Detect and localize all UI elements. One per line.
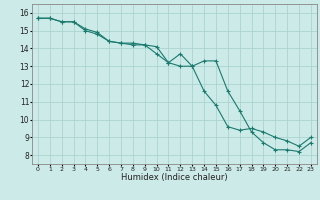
X-axis label: Humidex (Indice chaleur): Humidex (Indice chaleur) [121, 173, 228, 182]
